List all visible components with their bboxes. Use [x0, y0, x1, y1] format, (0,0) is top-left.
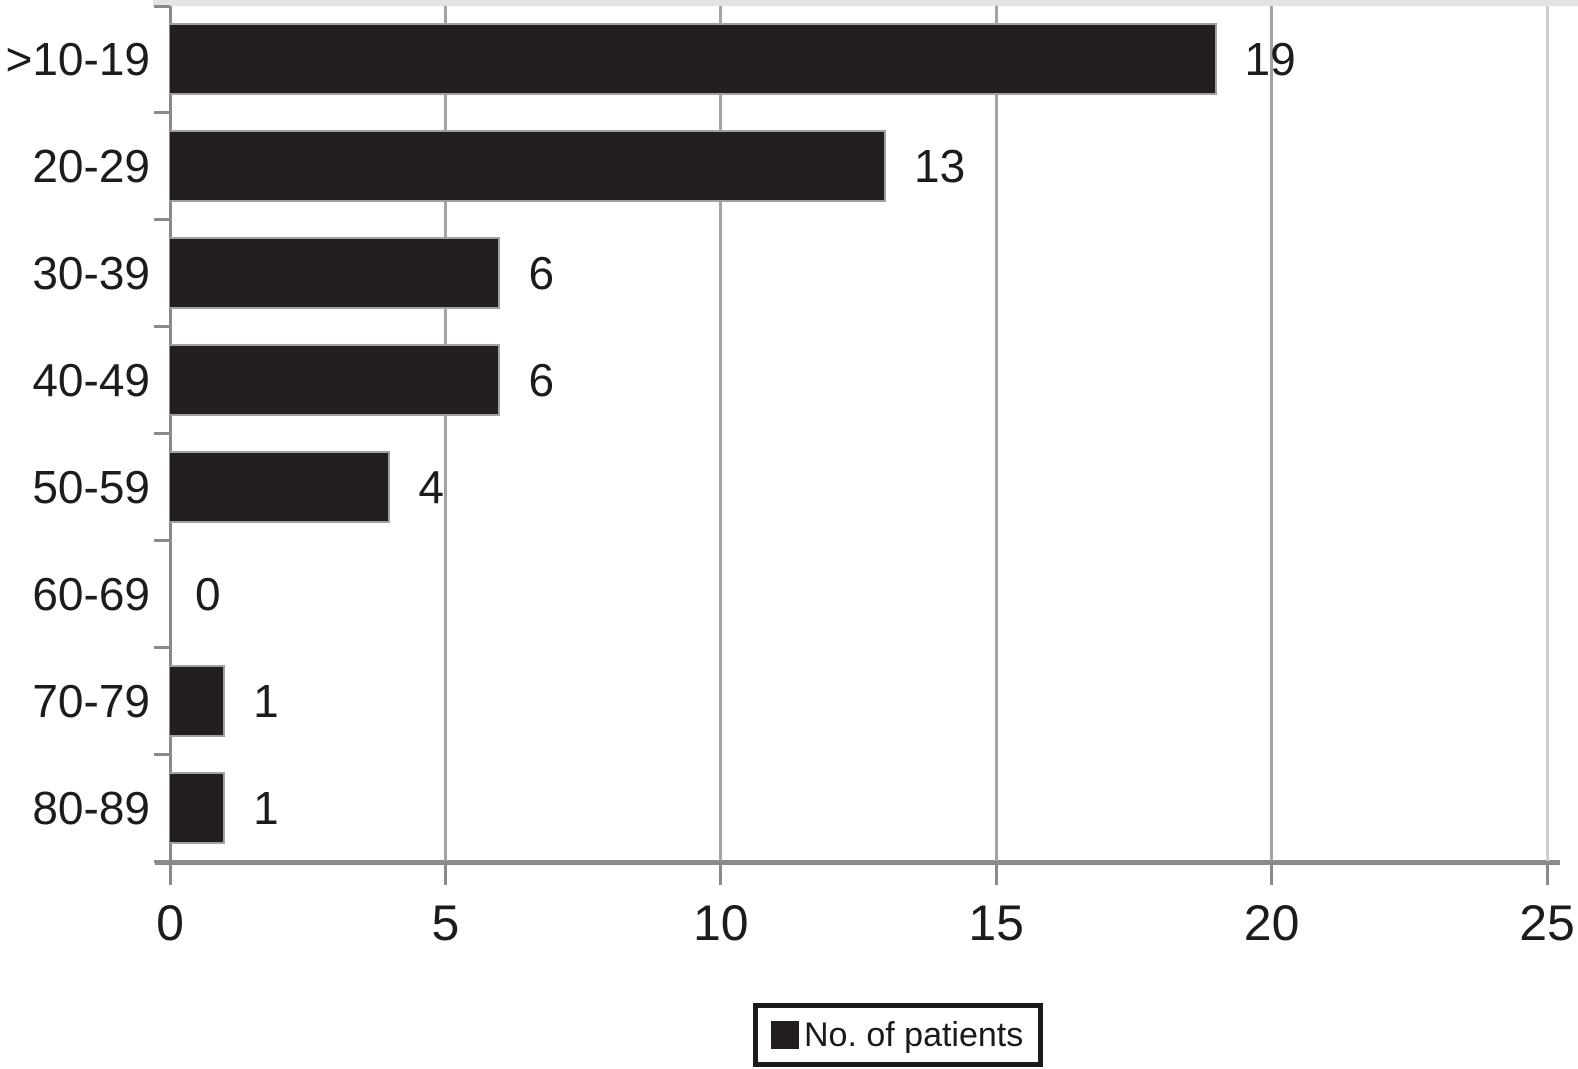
- gridline-10: [719, 6, 723, 861]
- y-axis-tick: [154, 645, 170, 649]
- category-label-70-79: 70-79: [32, 674, 150, 727]
- x-axis-label-20: 20: [1243, 895, 1300, 951]
- category-label-60-69: 60-69: [32, 567, 150, 620]
- legend-label: No. of patients: [804, 1016, 1024, 1054]
- legend-swatch-icon: [771, 1021, 799, 1049]
- x-axis-tick-0: [168, 864, 172, 885]
- x-axis-tick-5: [443, 864, 447, 885]
- x-axis-label-15: 15: [968, 895, 1024, 951]
- y-axis-tick: [154, 325, 170, 329]
- x-axis-tick-labels: 0 5 10 15 20 25: [156, 893, 1575, 963]
- bar-20-29: [170, 130, 887, 203]
- gridline-15: [994, 6, 998, 861]
- bar-40-49: [170, 344, 501, 417]
- category-label->10-19: >10-19: [5, 33, 150, 86]
- x-axis-tick-10: [719, 864, 723, 885]
- bar-50-59: [170, 450, 391, 523]
- x-axis-tick-25: [1545, 864, 1549, 885]
- y-axis-tick: [154, 538, 170, 542]
- value-label-20-29: 13: [914, 140, 966, 193]
- plot-top-border: [153, 0, 1578, 6]
- x-axis-label-25: 25: [1519, 895, 1575, 951]
- category-label-80-89: 80-89: [32, 781, 150, 834]
- legend: No. of patients: [753, 1003, 1044, 1067]
- value-label->10-19: 19: [1244, 33, 1296, 86]
- value-label-60-69: 0: [195, 567, 221, 620]
- gridline-25: [1545, 6, 1549, 861]
- y-axis-tick: [154, 218, 170, 222]
- value-label-70-79: 1: [253, 674, 279, 727]
- plot-area: 19 13 6 6 4 0 1 1: [154, 4, 1560, 885]
- gridline-20: [1270, 6, 1274, 861]
- gridline-5: [443, 6, 447, 861]
- y-axis-category-labels: >10-19 20-29 30-39 40-49 50-59 60-69 70-79 80-8…: [0, 6, 152, 861]
- y-axis-tick: [154, 859, 170, 863]
- y-axis-tick: [154, 4, 170, 8]
- category-label-20-29: 20-29: [32, 140, 150, 193]
- bar-70-79: [170, 664, 226, 737]
- bar-80-89: [170, 771, 226, 844]
- value-label-40-49: 6: [528, 354, 555, 407]
- bar->10-19: [170, 23, 1217, 96]
- value-label-30-39: 6: [528, 247, 555, 300]
- bar-30-39: [170, 237, 501, 310]
- y-axis-tick: [154, 752, 170, 756]
- x-axis-tick-15: [994, 864, 998, 885]
- y-axis-line: [169, 6, 172, 861]
- x-axis-label-10: 10: [692, 895, 749, 951]
- category-label-30-39: 30-39: [32, 247, 150, 300]
- y-axis-tick: [154, 111, 170, 115]
- value-label-50-59: 4: [418, 460, 444, 513]
- category-label-40-49: 40-49: [32, 354, 150, 407]
- category-label-50-59: 50-59: [32, 460, 150, 513]
- x-axis-label-5: 5: [431, 895, 460, 951]
- y-axis-tick: [154, 432, 170, 435]
- x-axis-label-0: 0: [156, 895, 184, 951]
- x-axis-line: [155, 860, 1560, 865]
- value-label-80-89: 1: [253, 781, 279, 834]
- x-axis-tick-20: [1270, 864, 1274, 885]
